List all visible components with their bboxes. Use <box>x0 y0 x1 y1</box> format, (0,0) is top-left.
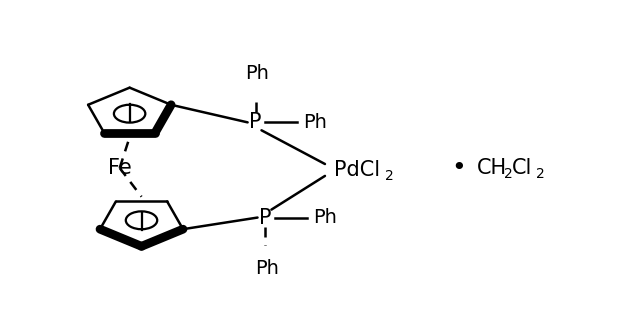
Text: 2: 2 <box>536 167 545 181</box>
Text: •: • <box>451 156 466 180</box>
Text: Ph: Ph <box>255 259 280 278</box>
Text: Ph: Ph <box>303 113 327 132</box>
Text: 2: 2 <box>504 167 513 181</box>
Text: Ph: Ph <box>246 64 269 83</box>
Text: CH: CH <box>477 158 507 178</box>
Text: 2: 2 <box>385 169 394 183</box>
Text: Fe: Fe <box>108 158 132 178</box>
Text: PdCl: PdCl <box>334 160 380 180</box>
Text: P: P <box>259 208 272 228</box>
Text: P: P <box>250 112 262 132</box>
Text: Ph: Ph <box>313 208 337 227</box>
Text: Cl: Cl <box>513 158 532 178</box>
